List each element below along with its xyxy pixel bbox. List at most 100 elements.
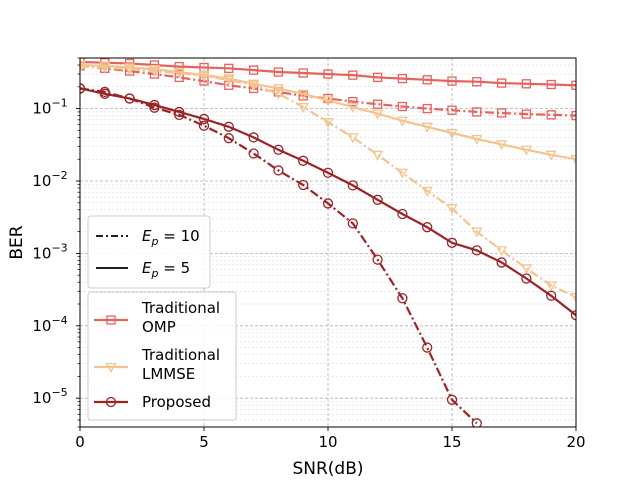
series-lmmse-ep5 [80,60,576,166]
data-point [80,62,86,73]
series-omp-ep10 [80,61,576,121]
data-point [174,61,184,72]
data-point [545,281,557,292]
x-axis-title: SNR(dB) [292,459,363,479]
data-point [347,180,358,191]
data-point [372,254,383,265]
data-point [298,179,309,191]
data-point [148,66,161,77]
y-tick-label: 10−3 [32,241,67,262]
data-point [446,128,458,139]
data-point [396,116,409,127]
y-tick-label: 10−1 [32,97,67,118]
data-point [396,168,409,179]
x-tick-label: 0 [75,433,85,451]
data-point [347,102,359,113]
series-line [80,65,576,298]
legend-marker-circle [105,396,117,408]
data-point [298,155,309,166]
data-point [496,257,507,268]
data-point [471,245,482,256]
series-proposed-ep5 [80,83,576,321]
data-point [421,122,433,133]
data-point [571,110,576,121]
series-line [80,87,478,425]
data-point [148,65,161,76]
data-point [570,155,576,166]
legend-marker-triangle-down [105,362,117,373]
data-point [447,105,457,115]
series-line [80,87,576,317]
data-point [546,110,556,120]
legend-label: Proposed [142,393,211,411]
data-point [149,102,160,113]
data-point [472,77,482,87]
data-point [272,84,285,95]
y-tick-label: 10−2 [32,169,67,190]
data-point [99,61,111,72]
data-point [273,144,284,155]
data-point [322,198,334,209]
data-point [297,102,309,113]
legend-label: Traditional OMP [141,299,220,336]
data-point [347,133,359,144]
data-point [298,68,308,78]
data-point [372,99,383,109]
data-point [323,69,333,79]
data-point [372,194,383,205]
data-point [223,75,235,86]
data-point [571,80,576,90]
data-point [248,132,259,143]
data-point [421,186,433,197]
data-point [521,273,532,284]
x-tick-label: 20 [566,433,585,451]
data-point [471,227,483,238]
data-point [247,81,260,92]
data-point [520,264,533,275]
plot-series [80,58,576,427]
data-point [422,342,433,353]
data-point [496,78,507,88]
data-point [347,218,358,229]
legend-label: Ep = 10 [142,227,200,248]
data-point [322,96,334,107]
method-legend: Traditional OMP Traditional LMMSE Proposed [87,291,237,421]
data-point [422,75,432,85]
data-point [248,148,259,159]
data-point [570,310,576,321]
data-point [397,101,408,112]
data-point [297,89,309,100]
data-point [198,120,210,131]
y-axis-title: BER [7,225,27,259]
data-point [223,133,234,144]
data-point [472,107,482,117]
data-point [123,65,136,76]
data-point [446,204,458,215]
data-point [447,76,457,86]
data-point [397,293,408,304]
data-point [545,150,557,161]
data-point [546,290,557,301]
data-point [273,165,284,176]
x-tick-label: 5 [199,433,209,451]
data-point [322,117,334,128]
data-point [224,80,234,90]
data-point [422,222,433,233]
data-point [520,145,533,156]
series-lmmse-ep10 [80,62,576,303]
data-point [272,89,285,100]
series-line [80,63,576,161]
data-point [99,63,111,74]
data-point [348,70,358,80]
legend-box [87,215,211,289]
data-point [322,167,334,178]
series-proposed-ep10 [80,83,482,427]
legend-marker-square [106,315,116,325]
data-point [372,72,383,83]
data-point [546,79,556,90]
data-point [124,93,135,104]
y-tick-label: 10−5 [32,386,67,407]
data-point [422,103,432,114]
data-point [521,109,532,119]
